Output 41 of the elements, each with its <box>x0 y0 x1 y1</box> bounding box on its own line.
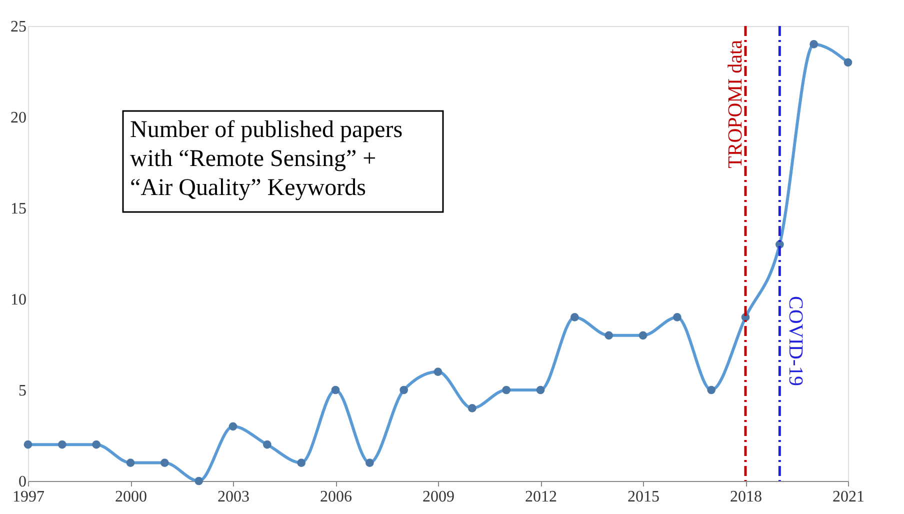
point <box>58 440 66 449</box>
point <box>92 440 101 449</box>
point <box>536 386 545 394</box>
point <box>810 40 818 48</box>
x-tick-label: 2009 <box>422 488 454 506</box>
point <box>638 331 648 340</box>
point <box>194 476 204 486</box>
x-tick-label: 1997 <box>12 488 44 506</box>
point <box>400 386 408 394</box>
point <box>262 440 272 449</box>
x-tick-label: 2015 <box>628 488 660 506</box>
ref-line-label: COVID-19 <box>784 296 807 386</box>
x-tick-label: 2018 <box>730 488 762 506</box>
point <box>24 440 32 449</box>
y-tick-label: 5 <box>18 382 26 400</box>
point <box>228 422 238 431</box>
y-tick-label: 10 <box>10 292 26 308</box>
x-tick-label: 2006 <box>320 488 352 506</box>
point <box>502 386 511 394</box>
ref-line-label: TROPOMI data <box>724 40 746 168</box>
y-tick-label: 25 <box>10 18 26 36</box>
y-tick-label: 20 <box>10 110 26 126</box>
x-tick-label: 2012 <box>525 488 557 506</box>
point <box>672 313 682 322</box>
y-tick-label: 0 <box>18 474 26 490</box>
point <box>707 386 716 394</box>
point <box>126 458 135 467</box>
annotation: Number of published papers with “Remote Sensing” + “Air Quality” Keywords <box>130 117 403 201</box>
x-tick-label: 2003 <box>218 488 250 506</box>
point <box>365 458 374 467</box>
y-tick-label: 15 <box>10 200 26 218</box>
point <box>297 458 306 467</box>
point <box>434 368 442 376</box>
point <box>844 58 852 67</box>
x-tick-label: 2000 <box>115 488 147 506</box>
point <box>570 313 579 322</box>
point <box>160 458 169 467</box>
point <box>604 331 614 340</box>
point <box>331 386 340 394</box>
x-tick-label: 2021 <box>832 488 864 506</box>
point <box>468 404 476 412</box>
